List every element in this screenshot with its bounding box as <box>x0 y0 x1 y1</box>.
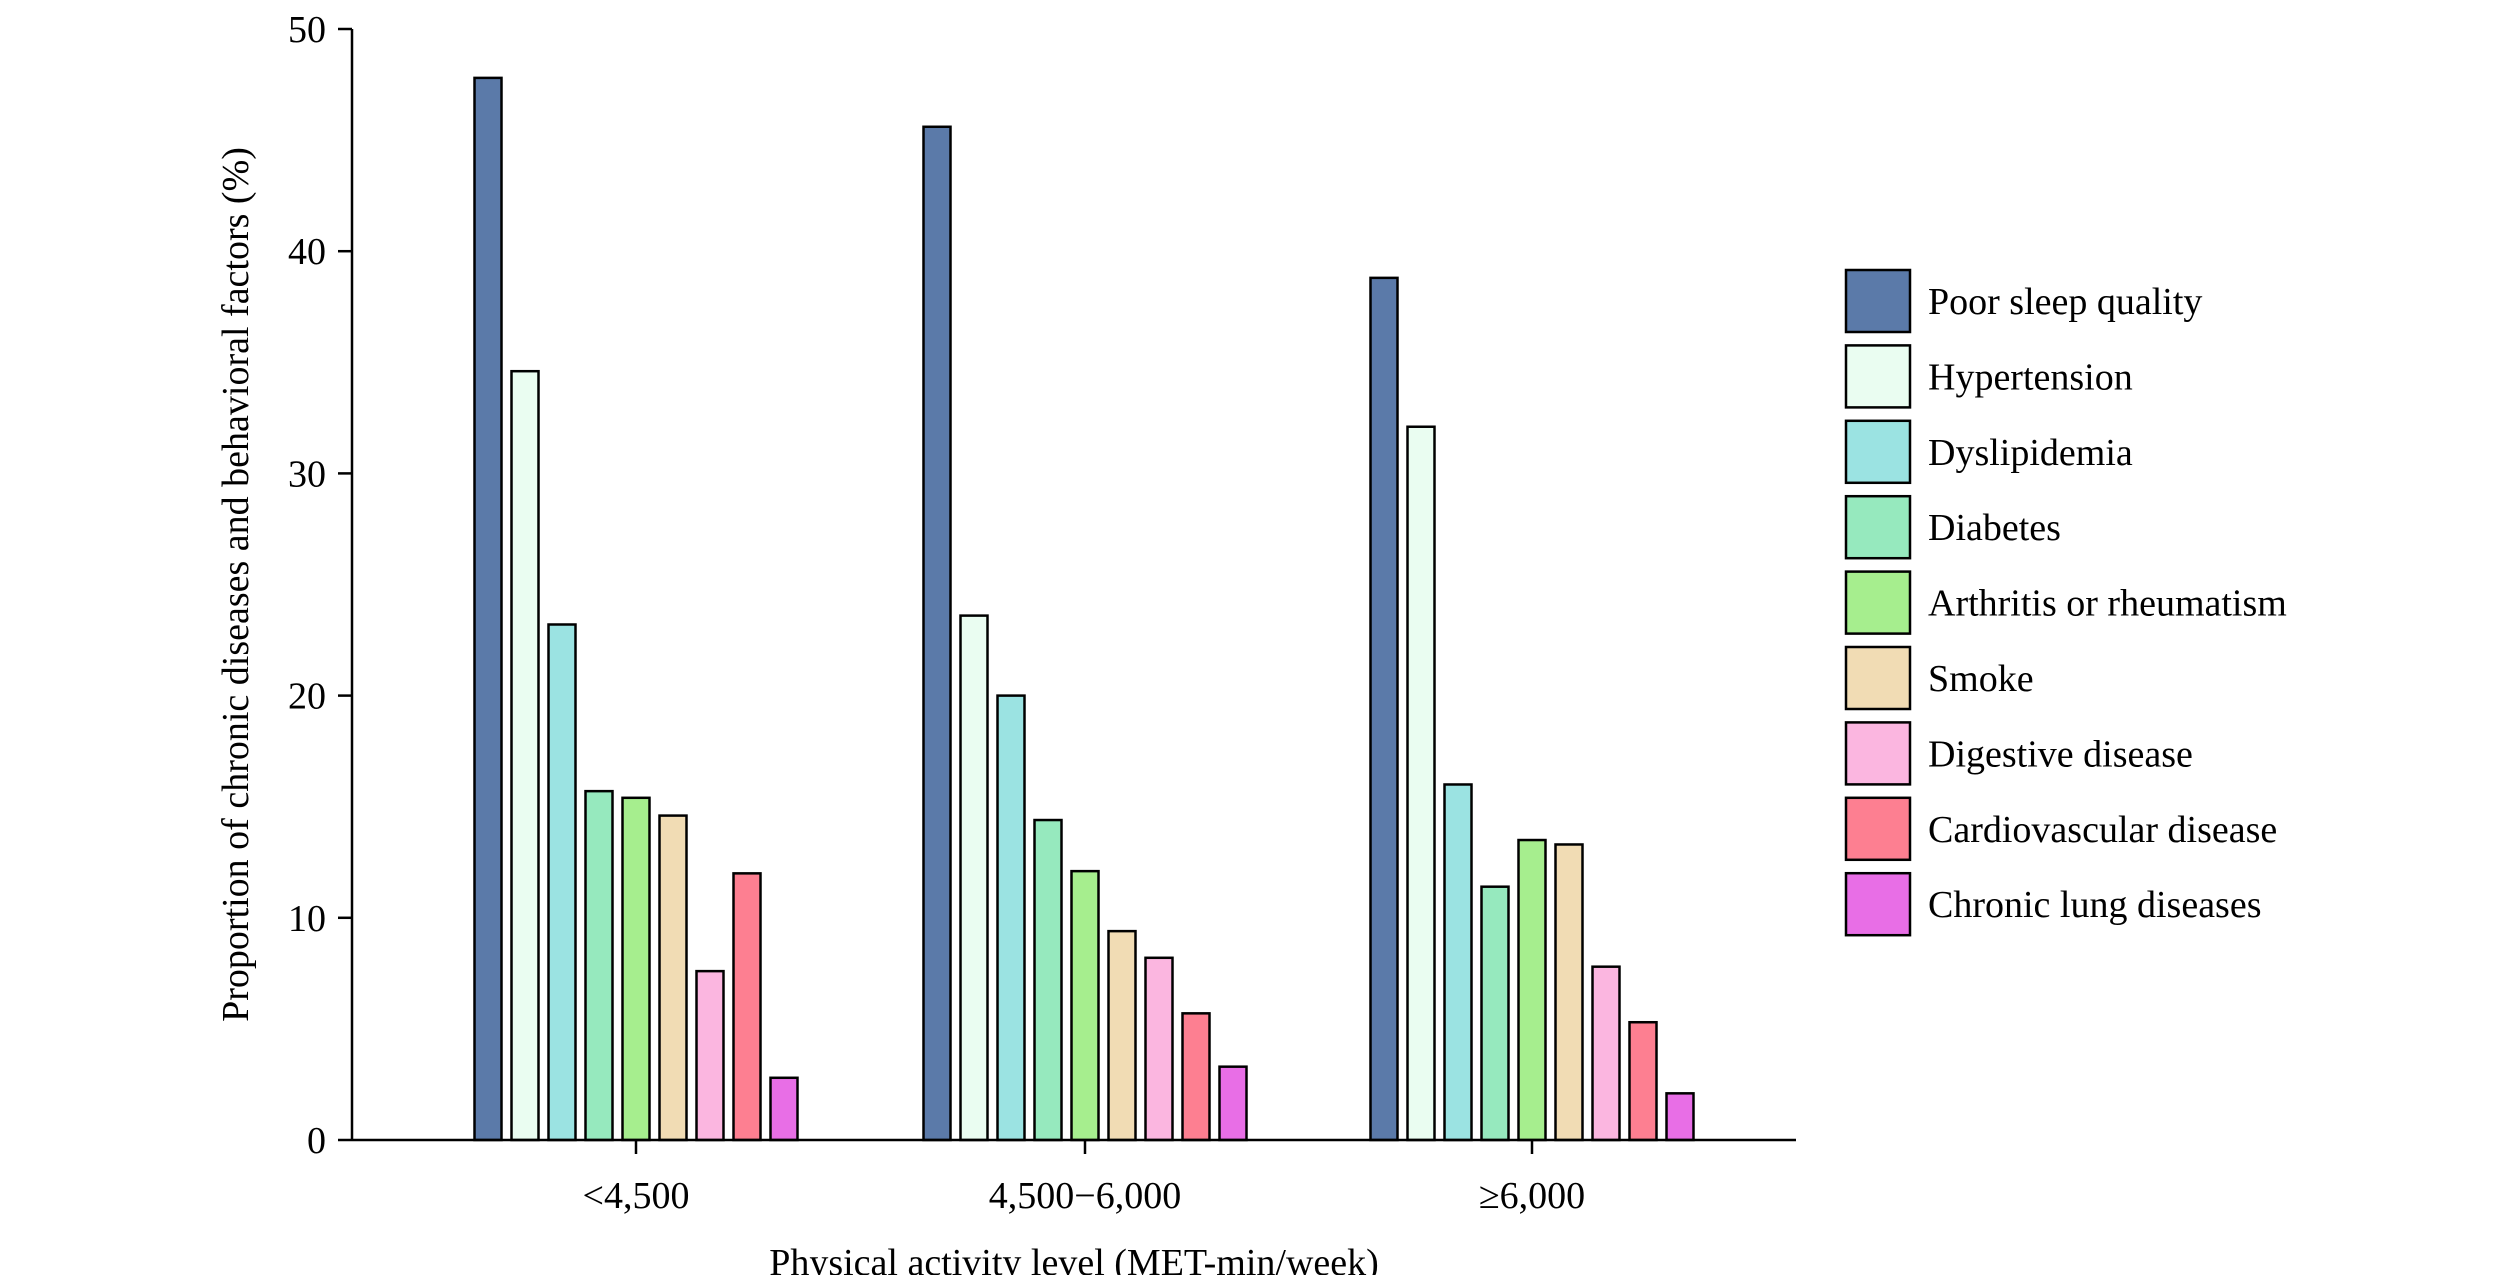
legend-swatch <box>1844 344 1912 409</box>
bar-poor-sleep-quality-2 <box>922 125 952 1142</box>
axes-layer <box>350 29 1796 1142</box>
bar-cardiovascular-disease-3 <box>1628 1020 1658 1142</box>
y-tick-label: 20 <box>288 676 326 718</box>
legend-swatch <box>1844 570 1912 635</box>
y-tick-label: 40 <box>288 231 326 273</box>
bar-digestive-disease-3 <box>1591 965 1621 1142</box>
bar-smoke-3 <box>1554 843 1584 1142</box>
legend-label: Hypertension <box>1928 356 2133 398</box>
bar-digestive-disease-2 <box>1144 956 1174 1142</box>
legend-label: Diabetes <box>1928 507 2061 549</box>
legend-label: Arthritis or rheumatism <box>1928 583 2287 625</box>
x-tick-label: ≥6,000 <box>1479 1175 1585 1217</box>
bar-diabetes-2 <box>1033 818 1063 1142</box>
bar-hypertension-1 <box>510 369 540 1142</box>
legend-label: Smoke <box>1928 658 2034 700</box>
legend-swatch <box>1844 871 1912 937</box>
legend-swatch <box>1844 494 1912 560</box>
bar-dyslipidemia-1 <box>547 623 577 1142</box>
bar-dyslipidemia-2 <box>996 694 1026 1142</box>
legend-label: Poor sleep quality <box>1928 281 2202 323</box>
legend-label: Chronic lung diseases <box>1928 884 2262 926</box>
x-axis-title: Physical activity level (MET-min/week) <box>769 1242 1379 1275</box>
legend-swatch <box>1844 268 1912 334</box>
y-axis-title: Proportion of chronic diseases and behav… <box>215 147 257 1022</box>
bar-cardiovascular-disease-1 <box>732 872 762 1142</box>
legend-swatch <box>1844 796 1912 862</box>
y-ticks: 0 10 20 30 40 50 <box>288 9 352 1162</box>
bar-diabetes-3 <box>1480 885 1510 1142</box>
bar-dyslipidemia-3 <box>1443 783 1473 1142</box>
bar-poor-sleep-quality-1 <box>473 76 503 1142</box>
bars-layer <box>473 76 1695 1142</box>
legend-swatch <box>1844 645 1912 711</box>
x-tick-label: <4,500 <box>583 1175 690 1217</box>
legend-swatch <box>1844 721 1912 786</box>
bar-chronic-lung-diseases-1 <box>769 1076 799 1142</box>
bar-diabetes-1 <box>584 789 614 1142</box>
legend-swatch <box>1844 419 1912 485</box>
bar-cardiovascular-disease-2 <box>1181 1012 1211 1142</box>
bar-arthritis-or-rheumatism-1 <box>621 796 651 1142</box>
legend: Poor sleep quality Hypertension Dyslipidem… <box>1844 268 2287 937</box>
bar-poor-sleep-quality-3 <box>1369 276 1399 1142</box>
x-ticks: <4,500 4,500−6,000 ≥6,000 <box>583 1140 1585 1217</box>
legend-label: Dyslipidemia <box>1928 432 2133 474</box>
bar-chronic-lung-diseases-2 <box>1218 1065 1248 1142</box>
bar-digestive-disease-1 <box>695 969 725 1142</box>
y-tick-label: 10 <box>288 898 326 940</box>
bar-smoke-2 <box>1107 929 1137 1142</box>
bar-smoke-1 <box>658 814 688 1142</box>
legend-label: Cardiovascular disease <box>1928 809 2277 851</box>
bar-hypertension-3 <box>1406 425 1436 1142</box>
bar-chronic-lung-diseases-3 <box>1665 1092 1695 1142</box>
y-tick-label: 30 <box>288 453 326 495</box>
y-tick-label: 50 <box>288 9 326 51</box>
x-tick-label: 4,500−6,000 <box>989 1175 1181 1217</box>
bar-arthritis-or-rheumatism-3 <box>1517 838 1547 1142</box>
bar-arthritis-or-rheumatism-2 <box>1070 869 1100 1142</box>
bar-hypertension-2 <box>959 614 989 1142</box>
legend-label: Digestive disease <box>1928 733 2193 775</box>
y-tick-label: 0 <box>307 1120 326 1162</box>
